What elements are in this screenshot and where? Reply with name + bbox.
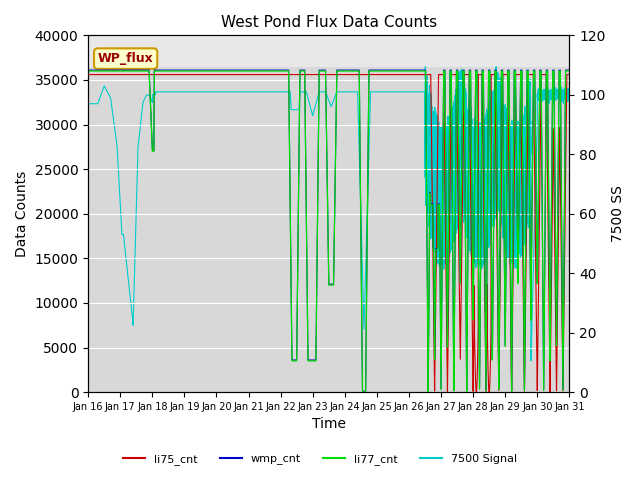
Text: WP_flux: WP_flux (98, 52, 154, 65)
Y-axis label: Data Counts: Data Counts (15, 170, 29, 257)
Y-axis label: 7500 SS: 7500 SS (611, 185, 625, 242)
Title: West Pond Flux Data Counts: West Pond Flux Data Counts (221, 15, 437, 30)
X-axis label: Time: Time (312, 418, 346, 432)
Legend: li75_cnt, wmp_cnt, li77_cnt, 7500 Signal: li75_cnt, wmp_cnt, li77_cnt, 7500 Signal (118, 450, 522, 469)
Bar (88, 36, 570, 67)
